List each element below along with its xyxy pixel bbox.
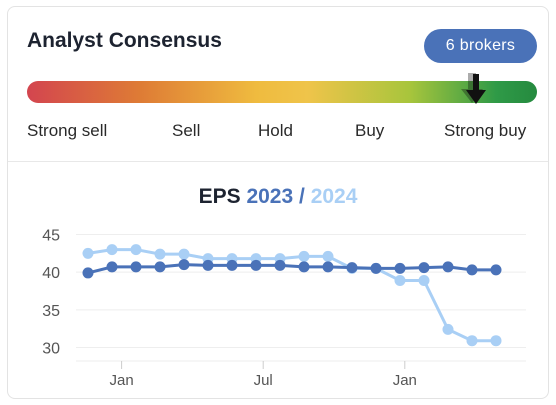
series-line-2024 <box>87 248 496 343</box>
card-divider <box>8 161 548 162</box>
x-tick-label: Jan <box>393 372 417 389</box>
eps-label: EPS <box>198 185 241 208</box>
data-point-2023 <box>442 261 454 273</box>
data-point-2024 <box>106 244 118 256</box>
data-point-2023 <box>322 261 334 273</box>
data-point-2023 <box>466 264 478 276</box>
scale-label-strong-buy: Strong buy <box>444 121 527 140</box>
data-point-2024 <box>130 244 142 256</box>
data-point-2024 <box>394 274 406 286</box>
data-point-2023 <box>418 262 430 274</box>
eps-line-chart: 30 35 40 45 Jan Jul Jan <box>42 228 526 389</box>
x-tick-label: Jan <box>110 372 134 389</box>
y-tick-label: 30 <box>42 340 60 357</box>
eps-chart-title: EPS 2023 / 2024 <box>8 185 548 209</box>
data-point-2024 <box>154 248 166 260</box>
data-point-2023 <box>178 259 190 271</box>
data-point-2023 <box>82 267 94 279</box>
scale-label-hold: Hold <box>258 121 293 140</box>
consensus-marker-icon <box>460 73 486 104</box>
card-title: Analyst Consensus <box>27 29 222 52</box>
data-point-2023 <box>106 261 118 273</box>
consensus-gradient-bar <box>27 81 537 103</box>
data-point-2024 <box>466 335 478 347</box>
data-point-2024 <box>298 250 310 262</box>
eps-year-2024[interactable]: 2024 <box>310 185 358 208</box>
scale-label-sell: Sell <box>172 121 201 140</box>
data-point-2023 <box>394 262 406 274</box>
data-point-2023 <box>202 259 214 271</box>
data-point-2023 <box>274 259 286 271</box>
data-point-2024 <box>418 274 430 286</box>
data-point-2023 <box>346 262 358 274</box>
data-point-2024 <box>490 335 502 347</box>
data-point-2023 <box>226 259 238 271</box>
y-tick-label: 35 <box>42 303 60 320</box>
scale-label-buy: Buy <box>355 121 385 140</box>
data-point-2024 <box>178 248 190 260</box>
eps-separator: / <box>299 185 305 208</box>
data-point-2024 <box>82 247 94 259</box>
data-point-2024 <box>442 323 454 335</box>
data-point-2023 <box>130 261 142 273</box>
y-tick-label: 40 <box>42 265 60 282</box>
x-tick-label: Jul <box>254 372 273 389</box>
eps-year-2023[interactable]: 2023 <box>246 185 294 208</box>
data-point-2023 <box>250 259 262 271</box>
data-point-2024 <box>322 250 334 262</box>
data-point-2023 <box>298 261 310 273</box>
data-point-2023 <box>490 264 502 276</box>
scale-label-strong-sell: Strong sell <box>27 121 108 140</box>
y-tick-label: 45 <box>42 228 60 245</box>
data-point-2023 <box>370 262 382 274</box>
brokers-badge[interactable]: 6 brokers <box>424 29 537 63</box>
consensus-scale-labels: Strong sell Sell Hold Buy Strong buy <box>27 121 537 145</box>
analyst-consensus-card: Analyst Consensus 6 brokers Strong sell … <box>7 6 549 399</box>
data-point-2023 <box>154 261 166 273</box>
